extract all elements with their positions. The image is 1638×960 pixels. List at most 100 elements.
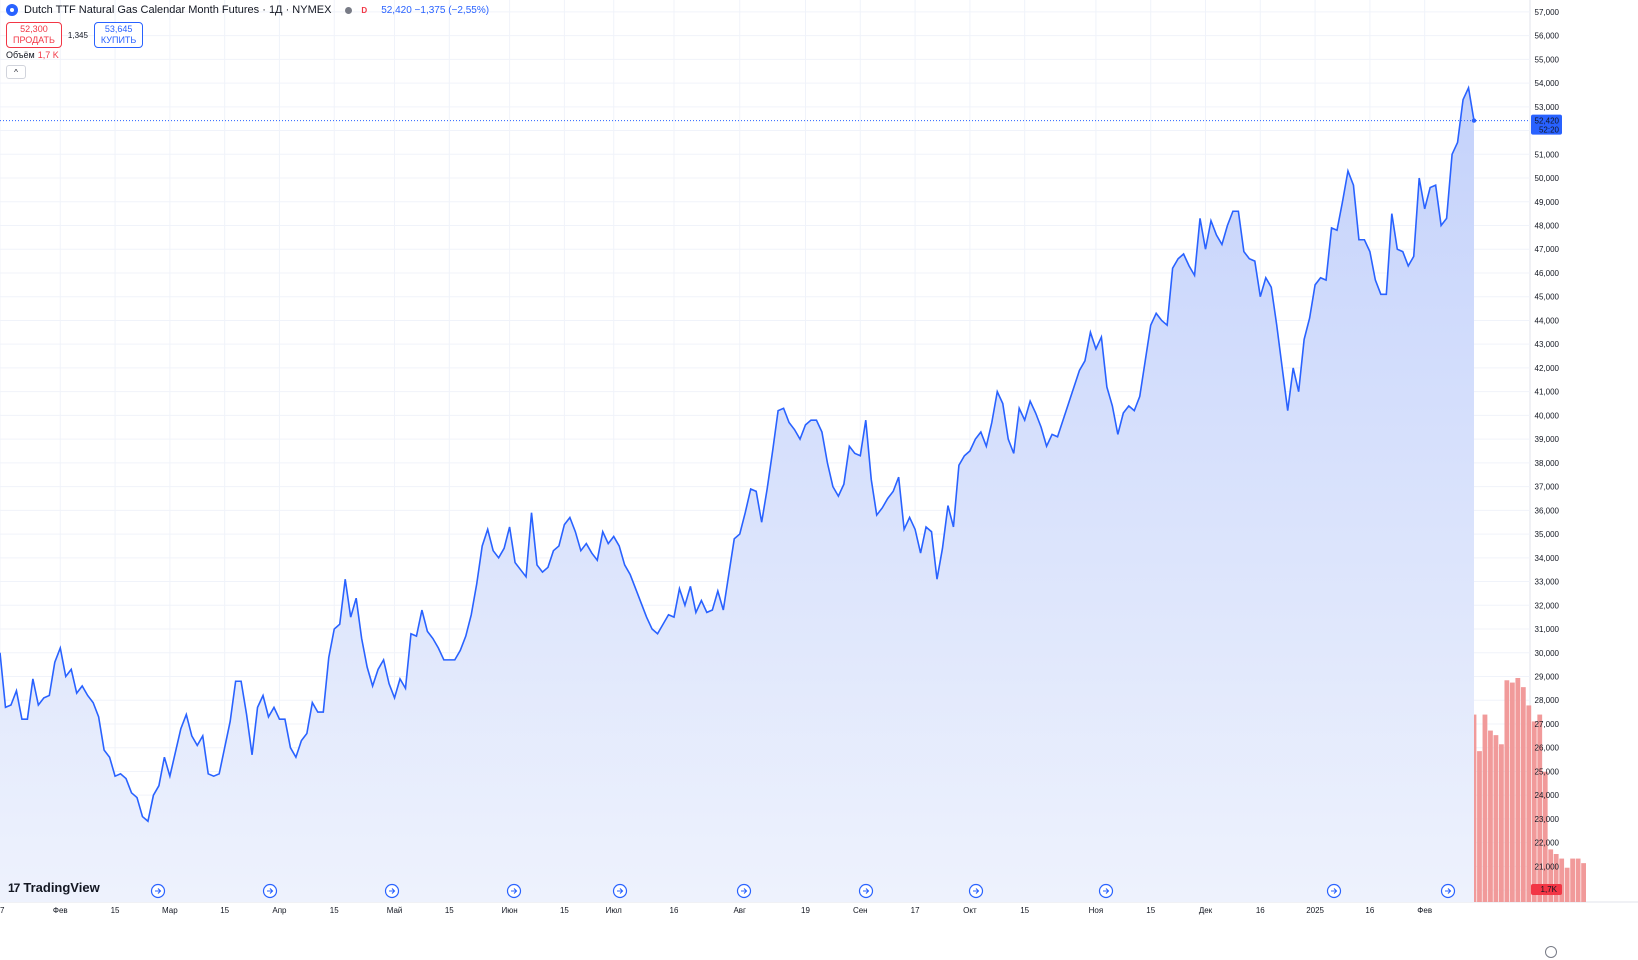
- price-line: [0, 85, 1475, 823]
- volume-bar: [1548, 849, 1554, 902]
- volume-bar: [1542, 771, 1548, 902]
- y-tick-label: 25,000: [1535, 767, 1560, 776]
- y-tick-label: 38,000: [1535, 459, 1560, 468]
- y-tick-label: 41,000: [1535, 388, 1560, 397]
- volume-bar: [1537, 714, 1543, 902]
- y-tick-label: 24,000: [1535, 791, 1560, 800]
- tradingview-logo-text: TradingView: [23, 880, 100, 895]
- volume-bar: [1526, 705, 1532, 902]
- volume-bar: [1515, 678, 1521, 902]
- tradingview-logo[interactable]: 17 TradingView: [8, 880, 100, 895]
- event-arrow-icon: [267, 888, 274, 894]
- event-arrow-icon: [741, 888, 748, 894]
- volume-bar: [1498, 744, 1504, 902]
- y-tick-label: 56,000: [1535, 32, 1560, 41]
- trade-buttons: 52,300 ПРОДАТЬ 1,345 53,645 КУПИТЬ: [6, 22, 144, 48]
- volume-bar: [1553, 854, 1559, 902]
- volume-bar: [1575, 858, 1581, 902]
- current-price-tag: 52,420 52:20: [1531, 114, 1562, 135]
- y-tick-label: 22,000: [1535, 839, 1560, 848]
- price-change-info: 52,420 −1,375 (−2,55%): [381, 4, 490, 16]
- volume-legend[interactable]: Объём 1,7 K: [6, 50, 59, 60]
- event-arrow-icon: [617, 888, 624, 894]
- volume-bar: [1488, 730, 1493, 902]
- x-tick-label: 16: [1365, 906, 1374, 915]
- volume-bar: [1493, 735, 1499, 902]
- x-tick-label: 17: [911, 906, 920, 915]
- y-tick-label: 44,000: [1535, 316, 1560, 325]
- y-tick-label: 31,000: [1535, 625, 1560, 634]
- volume-bar: [1570, 858, 1576, 902]
- x-tick-label: Дек: [1199, 906, 1213, 915]
- x-tick-label: Сен: [853, 906, 868, 915]
- tradingview-logo-icon: 17: [8, 880, 20, 895]
- x-tick-label: Фев: [1417, 906, 1432, 915]
- sell-button[interactable]: 52,300 ПРОДАТЬ: [6, 22, 62, 48]
- symbol-logo-icon: [6, 4, 18, 16]
- event-arrow-icon: [1331, 888, 1338, 894]
- volume-bar: [1482, 714, 1488, 902]
- volume-bar: [1477, 751, 1482, 902]
- volume-bar: [1564, 867, 1570, 902]
- last-price-dot: [1471, 118, 1477, 123]
- volume-bar: [1531, 721, 1537, 902]
- volume-tag: 1,7K: [1531, 884, 1562, 895]
- gear-icon[interactable]: [1545, 946, 1557, 958]
- x-tick-label: 19: [801, 906, 810, 915]
- y-tick-label: 54,000: [1535, 79, 1560, 88]
- y-tick-label: 49,000: [1535, 198, 1560, 207]
- chart-legend-header: Dutch TTF Natural Gas Calendar Month Fut…: [6, 4, 489, 16]
- y-tick-label: 47,000: [1535, 245, 1560, 254]
- market-status-icon[interactable]: [345, 6, 353, 14]
- volume-bar: [1520, 687, 1526, 902]
- x-tick-label: 15: [445, 906, 454, 915]
- y-tick-label: 57,000: [1535, 8, 1560, 17]
- y-tick-label: 30,000: [1535, 649, 1560, 658]
- event-arrow-icon: [1103, 888, 1110, 894]
- buy-button[interactable]: 53,645 КУПИТЬ: [93, 22, 144, 48]
- y-tick-label: 27,000: [1535, 720, 1560, 729]
- y-tick-label: 37,000: [1535, 483, 1560, 492]
- volume-bar: [1504, 680, 1510, 902]
- x-tick-label: 2025: [1306, 906, 1324, 915]
- x-tick-label: 15: [1146, 906, 1155, 915]
- x-tick-label: Июл: [606, 906, 623, 915]
- y-tick-label: 43,000: [1535, 340, 1560, 349]
- x-tick-label: Май: [387, 906, 403, 915]
- event-arrow-icon: [863, 888, 870, 894]
- buy-price: 53,645: [104, 24, 133, 34]
- price-area: [0, 87, 1474, 902]
- symbol-title[interactable]: Dutch TTF Natural Gas Calendar Month Fut…: [24, 4, 332, 16]
- y-tick-label: 51,000: [1535, 150, 1560, 159]
- x-tick-label: Июн: [502, 906, 518, 915]
- y-tick-label: 55,000: [1535, 55, 1560, 64]
- buy-label: КУПИТЬ: [100, 35, 137, 45]
- volume-legend-label: Объём: [6, 50, 35, 60]
- time-axis: 17 Фев 15 Мар 15 Апр 15 Май 15 Июн 15 Июл 16 Авг 19 Сен…: [0, 906, 1432, 915]
- x-tick-label: 15: [220, 906, 229, 915]
- data-source-badge[interactable]: D: [361, 5, 368, 15]
- x-tick-label: Фев: [53, 906, 68, 915]
- event-arrow-icon: [973, 888, 980, 894]
- x-tick-label: 15: [111, 906, 120, 915]
- event-arrow-icon: [155, 888, 162, 894]
- spread-value: 1,345: [67, 30, 88, 40]
- y-tick-label: 23,000: [1535, 815, 1560, 824]
- y-tick-label: 32,000: [1535, 601, 1560, 610]
- y-tick-label: 46,000: [1535, 269, 1560, 278]
- x-tick-label: 17: [0, 906, 5, 915]
- y-tick-label: 35,000: [1535, 530, 1560, 539]
- volume-bar: [1581, 863, 1586, 902]
- volume-legend-value: 1,7 K: [37, 50, 59, 60]
- x-tick-label: 15: [560, 906, 569, 915]
- x-tick-label: 16: [1256, 906, 1265, 915]
- y-tick-label: 36,000: [1535, 506, 1560, 515]
- collapse-legend-button[interactable]: ^: [6, 65, 26, 79]
- event-markers: [150, 883, 1456, 899]
- x-tick-label: Апр: [272, 906, 287, 915]
- y-tick-label: 53,000: [1535, 103, 1560, 112]
- y-tick-label: 33,000: [1535, 578, 1560, 587]
- sell-price: 52,300: [20, 24, 48, 34]
- x-tick-label: 16: [670, 906, 679, 915]
